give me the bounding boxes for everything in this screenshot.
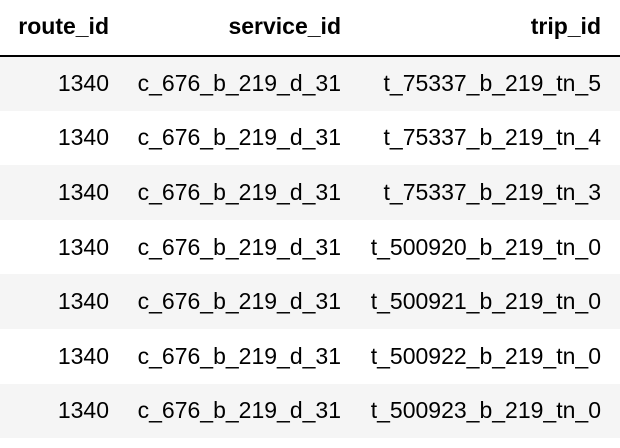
- service-id-cell: c_676_b_219_d_31: [128, 110, 360, 166]
- service-id-cell: c_676_b_219_d_31: [128, 383, 360, 439]
- service-id-cell: c_676_b_219_d_31: [128, 56, 360, 111]
- route-id-cell: 1340: [0, 274, 128, 329]
- table-body: 1340 c_676_b_219_d_31 t_75337_b_219_tn_5…: [0, 56, 620, 439]
- column-header-route-id: route_id: [0, 0, 128, 57]
- service-id-cell: c_676_b_219_d_31: [128, 274, 360, 329]
- route-id-cell: 1340: [0, 383, 128, 439]
- trip-id-cell: t_75337_b_219_tn_4: [360, 110, 620, 166]
- service-id-cell: c_676_b_219_d_31: [128, 219, 360, 275]
- route-id-cell: 1340: [0, 328, 128, 384]
- dataframe-table: route_id service_id trip_id 1340 c_676_b…: [0, 0, 620, 439]
- column-header-trip-id: trip_id: [360, 0, 620, 57]
- service-id-cell: c_676_b_219_d_31: [128, 165, 360, 220]
- table-row: 1340 c_676_b_219_d_31 t_75337_b_219_tn_5: [0, 56, 620, 111]
- trip-id-cell: t_75337_b_219_tn_5: [360, 56, 620, 111]
- service-id-cell: c_676_b_219_d_31: [128, 328, 360, 384]
- trip-id-cell: t_500921_b_219_tn_0: [360, 274, 620, 329]
- route-id-cell: 1340: [0, 110, 128, 166]
- column-header-service-id: service_id: [128, 0, 360, 57]
- trip-id-cell: t_500923_b_219_tn_0: [360, 383, 620, 439]
- trip-id-cell: t_75337_b_219_tn_3: [360, 165, 620, 220]
- route-id-cell: 1340: [0, 165, 128, 220]
- route-id-cell: 1340: [0, 219, 128, 275]
- table-row: 1340 c_676_b_219_d_31 t_500920_b_219_tn_…: [0, 219, 620, 275]
- header-row: route_id service_id trip_id: [0, 0, 620, 57]
- trip-id-cell: t_500922_b_219_tn_0: [360, 328, 620, 384]
- table-row: 1340 c_676_b_219_d_31 t_500921_b_219_tn_…: [0, 274, 620, 329]
- table-row: 1340 c_676_b_219_d_31 t_75337_b_219_tn_4: [0, 110, 620, 166]
- table-header: route_id service_id trip_id: [0, 0, 620, 57]
- table-row: 1340 c_676_b_219_d_31 t_500922_b_219_tn_…: [0, 328, 620, 384]
- table-row: 1340 c_676_b_219_d_31 t_75337_b_219_tn_3: [0, 165, 620, 220]
- table-row: 1340 c_676_b_219_d_31 t_500923_b_219_tn_…: [0, 383, 620, 439]
- route-id-cell: 1340: [0, 56, 128, 111]
- trip-id-cell: t_500920_b_219_tn_0: [360, 219, 620, 275]
